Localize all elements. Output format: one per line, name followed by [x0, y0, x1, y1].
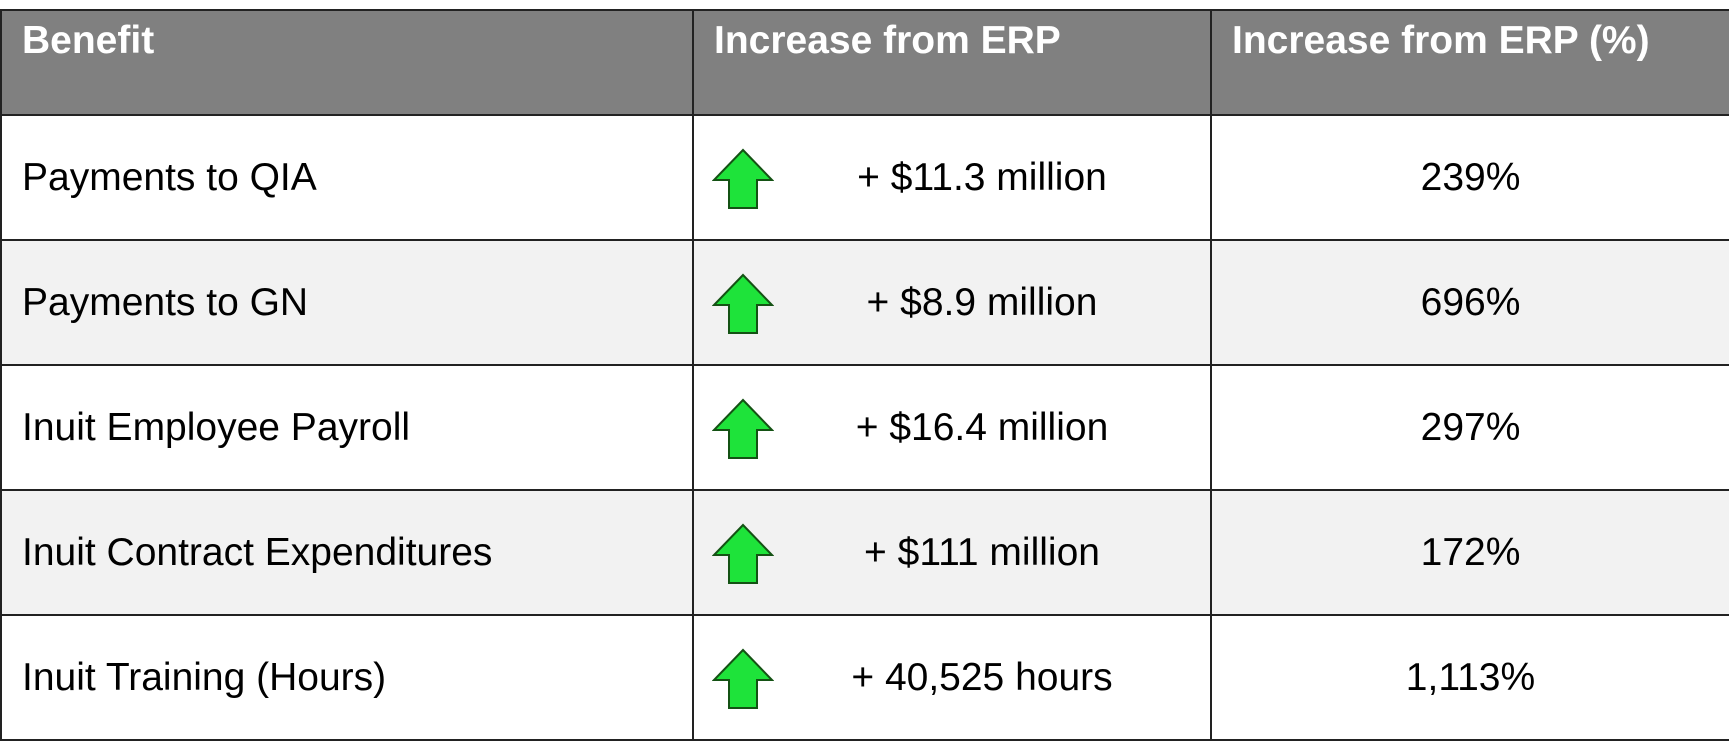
cell-text: Inuit Contract Expenditures [22, 530, 493, 574]
table-header: Benefit Increase from ERP Increase from … [0, 9, 1729, 116]
table-cell: + 40,525 hours [692, 614, 1212, 741]
cell-text: + $16.4 million [855, 405, 1109, 449]
table-cell: + $11.3 million [692, 114, 1212, 241]
table-body: Payments to QIA + $11.3 million 239% Paymen… [0, 114, 1729, 741]
cell-text: Payments to GN [22, 280, 309, 324]
cell-text: 172% [1420, 530, 1521, 574]
cell-text: Payments to QIA [22, 155, 317, 199]
cell-text: Inuit Training (Hours) [22, 655, 387, 699]
table-cell: 297% [1210, 364, 1729, 491]
table-row: Payments to GN + $8.9 million 696% [0, 239, 1729, 366]
table-row: Inuit Training (Hours) + 40,525 hours 1,11… [0, 614, 1729, 741]
table: Benefit Increase from ERP Increase from … [0, 9, 1729, 741]
table-container: Benefit Increase from ERP Increase from … [0, 9, 1729, 741]
header-row: Benefit Increase from ERP Increase from … [0, 9, 1729, 116]
cell-text: 1,113% [1405, 655, 1536, 699]
up-arrow [712, 273, 774, 334]
table-cell: Payments to QIA [0, 114, 694, 241]
header-cell: Increase from ERP (%) [1210, 9, 1729, 116]
table-cell: 172% [1210, 489, 1729, 616]
table-cell: 1,113% [1210, 614, 1729, 741]
cell-text: + $8.9 million [866, 280, 1098, 324]
up-arrow [712, 148, 774, 209]
up-arrow [712, 398, 774, 459]
table-cell: + $111 million [692, 489, 1212, 616]
table-cell: + $8.9 million [692, 239, 1212, 366]
table-cell: 696% [1210, 239, 1729, 366]
table-cell: Inuit Contract Expenditures [0, 489, 694, 616]
cell-text: + $111 million [864, 530, 1100, 574]
up-arrow [712, 523, 774, 584]
header-cell: Benefit [0, 9, 694, 116]
cell-text: 297% [1420, 405, 1521, 449]
cell-text: + 40,525 hours [851, 655, 1113, 699]
table-cell: Inuit Training (Hours) [0, 614, 694, 741]
table-row: Inuit Contract Expenditures + $111 millio… [0, 489, 1729, 616]
cell-text: 239% [1420, 155, 1521, 199]
cell-text: + $11.3 million [857, 155, 1107, 199]
table-cell: 239% [1210, 114, 1729, 241]
up-arrow [712, 648, 774, 709]
table-row: Payments to QIA + $11.3 million 239% [0, 114, 1729, 241]
table-cell: + $16.4 million [692, 364, 1212, 491]
table-row: Inuit Employee Payroll + $16.4 million 297… [0, 364, 1729, 491]
table-cell: Inuit Employee Payroll [0, 364, 694, 491]
table-cell: Payments to GN [0, 239, 694, 366]
cell-text: Inuit Employee Payroll [22, 405, 411, 449]
cell-text: 696% [1420, 280, 1521, 324]
header-cell: Increase from ERP [692, 9, 1212, 116]
